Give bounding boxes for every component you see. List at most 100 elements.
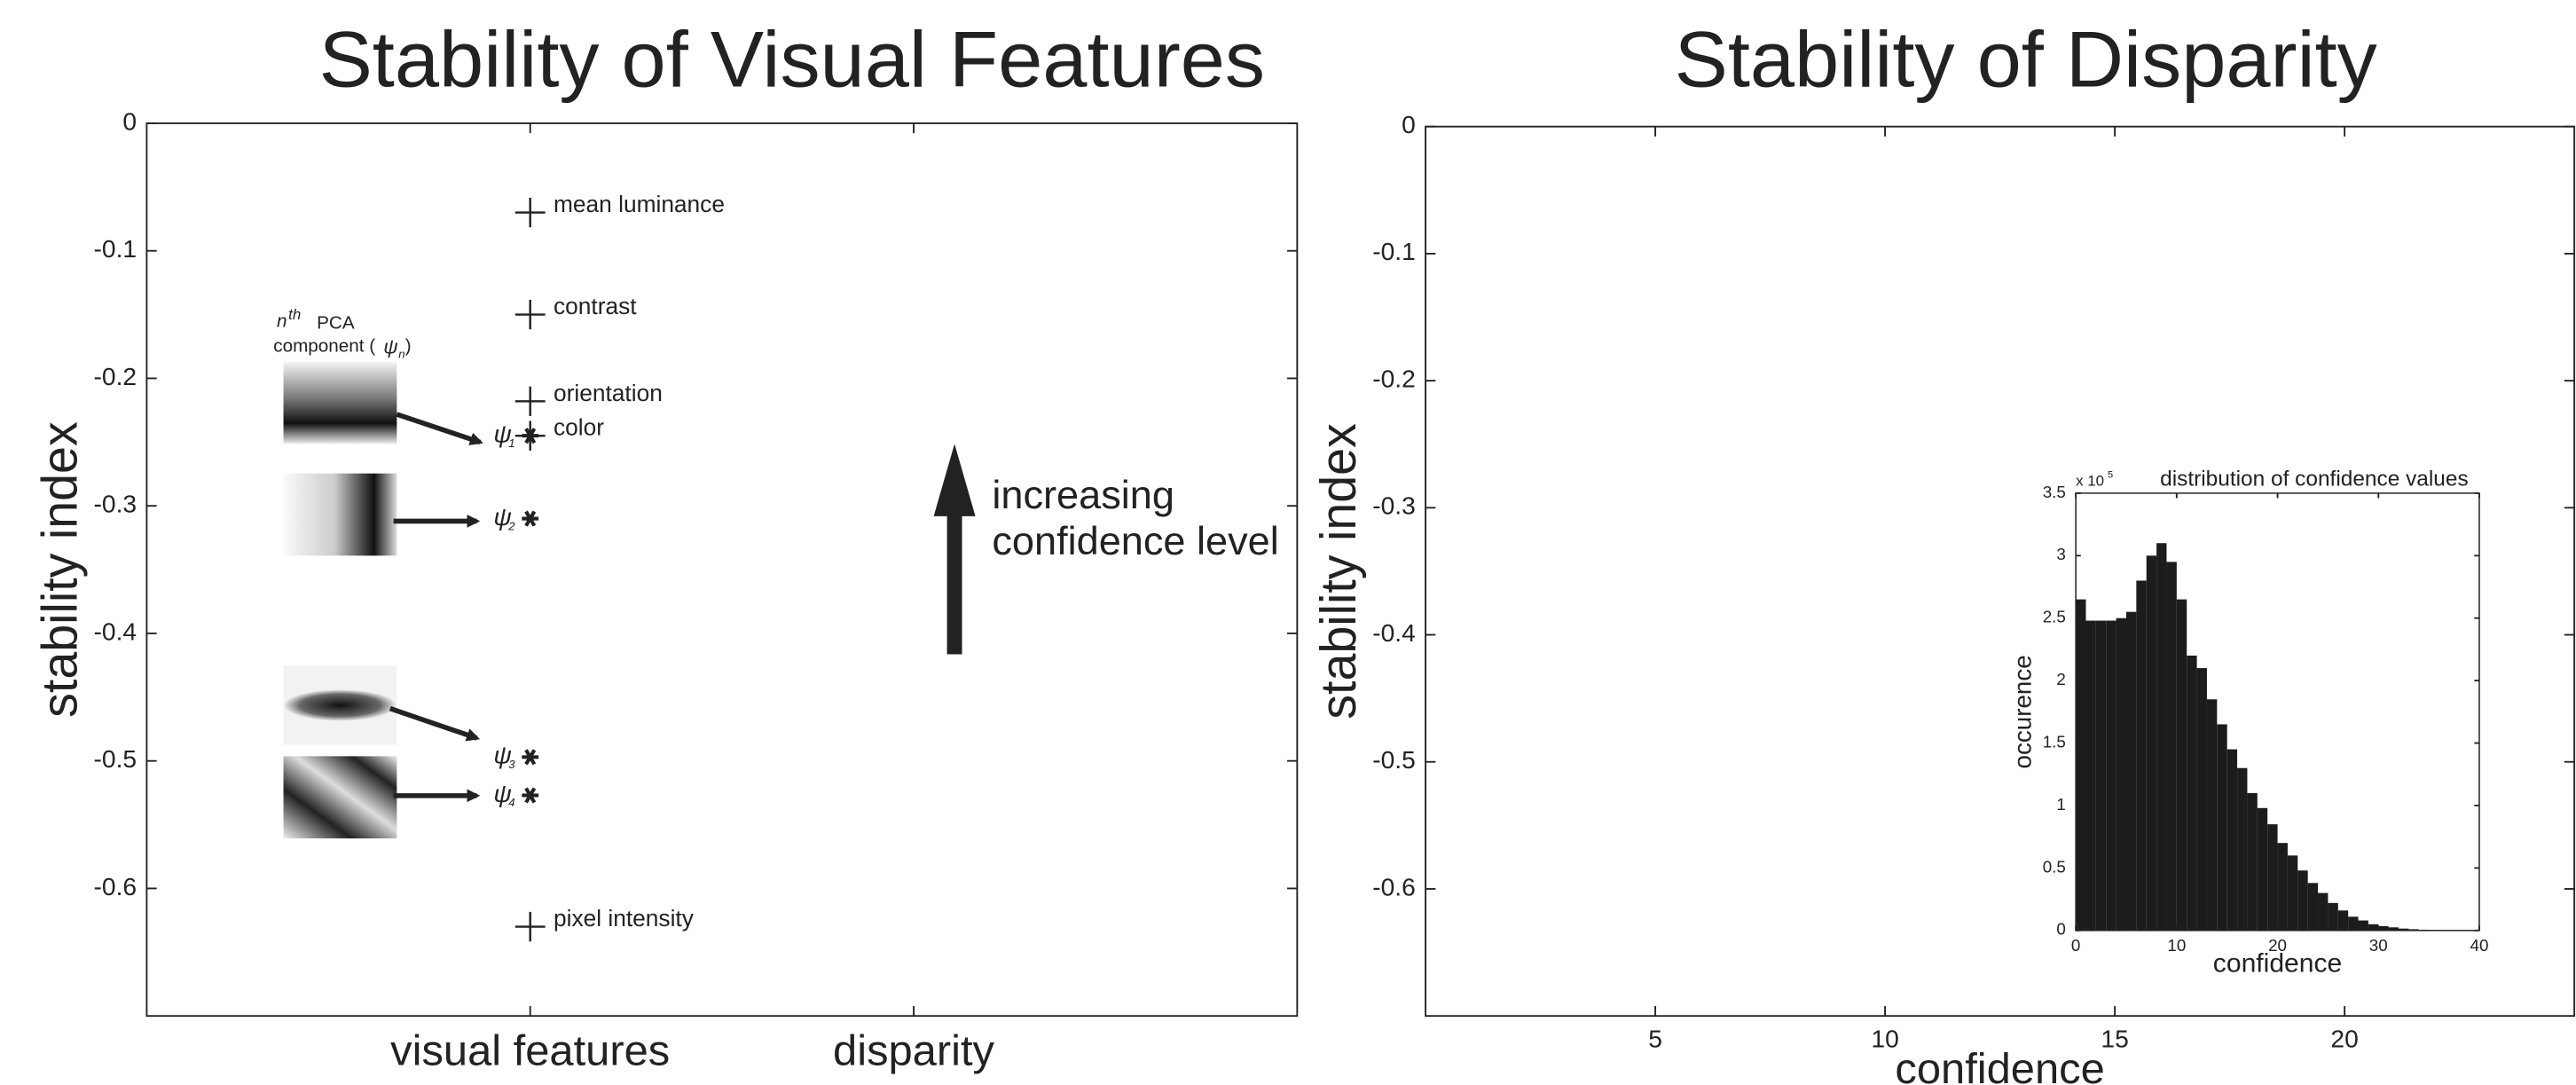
bar [2278, 843, 2288, 931]
arrow [397, 414, 480, 443]
chart-title: Stability of Visual Features [319, 15, 1265, 103]
plot-frame [146, 123, 1297, 1016]
bar [2117, 618, 2126, 931]
bar [2267, 824, 2277, 931]
bar [2076, 600, 2085, 931]
y-tick-label: 0 [122, 107, 137, 135]
y-tick-label: -0.5 [1372, 746, 1416, 774]
bar [2147, 555, 2156, 930]
bar [2227, 750, 2237, 931]
y-tick-label: -0.1 [1372, 238, 1416, 265]
bar [2197, 668, 2207, 931]
x-tick-label: 40 [2470, 936, 2489, 955]
bar [2096, 621, 2106, 931]
x-tick-label: visual features [390, 1027, 670, 1075]
component-index: 1 [508, 436, 514, 450]
pca-image [284, 756, 397, 838]
y-tick-label: -0.6 [94, 873, 137, 900]
y-axis-label: stability index [31, 421, 87, 718]
y-tick-label: -0.2 [94, 363, 137, 390]
y-tick-label: 1 [2056, 795, 2065, 814]
component-label: th [288, 306, 301, 323]
x-axis-label: confidence [1895, 1045, 2104, 1085]
point-label: pixel intensity [554, 905, 694, 932]
x-tick-label: 10 [2167, 936, 2186, 955]
bar [2187, 656, 2196, 931]
bar [2258, 808, 2267, 931]
y-tick-label: 0 [1402, 111, 1416, 138]
annotation: confidence level [992, 519, 1278, 563]
star-marker [522, 512, 538, 526]
plus-marker [515, 387, 546, 416]
y-axis-label: occurence [2008, 655, 2036, 768]
x-tick-label: disparity [833, 1027, 995, 1075]
bar [2359, 921, 2368, 931]
component-label: PCA [317, 313, 355, 334]
x-tick-label: 5 [1648, 1025, 1662, 1052]
pca-image [284, 474, 397, 556]
bar [2217, 724, 2227, 930]
y-tick-label: 0.5 [2043, 857, 2066, 876]
y-tick-label: -0.3 [94, 491, 137, 518]
plus-marker [515, 300, 546, 329]
bar [2106, 621, 2116, 931]
arrows [390, 414, 480, 796]
pca-image [284, 362, 397, 444]
y-tick-label: 0 [2056, 920, 2065, 939]
component-index: 3 [508, 758, 515, 771]
point-label: color [554, 414, 604, 441]
x-tick-label: 0 [2071, 936, 2080, 955]
bar [2237, 768, 2247, 931]
bar [2318, 893, 2328, 931]
bar [2348, 916, 2358, 930]
bar [2126, 612, 2136, 931]
point-label: orientation [554, 380, 663, 406]
component-label: n [398, 348, 404, 361]
bar [2288, 855, 2297, 930]
component-label: ψ [383, 336, 397, 358]
bar [2156, 543, 2166, 931]
y-tick-label: -0.4 [94, 617, 137, 645]
chart-title: Stability of Disparity [1675, 15, 2377, 103]
y-tick-label: 3.5 [2043, 483, 2066, 501]
bar [2177, 600, 2187, 931]
x-tick-label: 30 [2369, 936, 2388, 955]
chart-title: distribution of confidence values [2160, 468, 2469, 491]
plus-marker [515, 912, 546, 941]
plot-frame [1425, 127, 2574, 1016]
arrow-shaft [947, 509, 962, 654]
point-label: mean luminance [554, 191, 725, 217]
annotation: increasing [992, 473, 1174, 517]
x-tick-label: 10 [1871, 1025, 1898, 1052]
y-tick-label: -0.1 [94, 235, 137, 263]
bar [2207, 699, 2217, 931]
bar [2136, 580, 2146, 930]
pca-images [284, 362, 397, 838]
page: Stability of Visual Features stability in… [0, 0, 2576, 1085]
component-label: component ( [273, 336, 375, 357]
arrow [390, 709, 477, 738]
x-tick-label: 15 [2101, 1025, 2128, 1052]
bar [2166, 562, 2176, 930]
y-tick-label: 3 [2056, 545, 2065, 563]
figure: Stability of Visual Features stability in… [0, 0, 2576, 1085]
point-label: contrast [554, 293, 637, 319]
bar [2085, 621, 2095, 931]
y-axis-label: stability index [1310, 423, 1366, 719]
bar [2338, 910, 2348, 931]
y-tick-label: 1.5 [2043, 733, 2066, 751]
star-marker [522, 750, 538, 764]
bar [2297, 870, 2307, 931]
arrow-head [934, 444, 976, 516]
y-tick-label: 2.5 [2043, 608, 2066, 626]
x-tick-label: 20 [2268, 936, 2287, 955]
component-index: 2 [507, 519, 515, 532]
plus-marker [515, 198, 546, 227]
bar [2368, 924, 2378, 931]
x-tick-label: 20 [2330, 1025, 2358, 1052]
star-marker [522, 788, 538, 802]
y-tick-label: -0.3 [1372, 492, 1416, 520]
y-tick-label: -0.2 [1372, 366, 1416, 393]
component-label: n [277, 311, 287, 332]
y-tick-label: 2 [2056, 670, 2065, 688]
